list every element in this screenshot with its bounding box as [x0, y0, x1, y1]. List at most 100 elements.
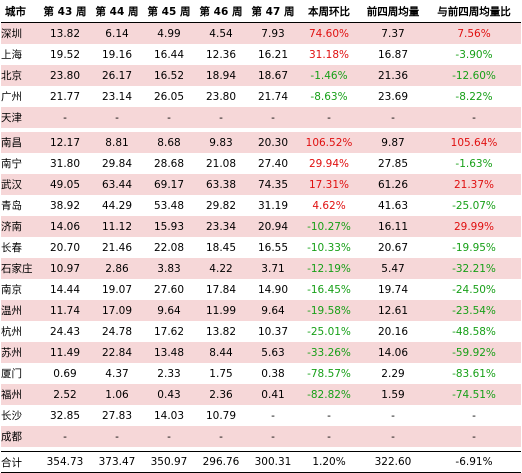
week-47-cell: -: [247, 107, 299, 128]
week-45-cell: 2.33: [157, 367, 181, 380]
city-cell: 杭州: [1, 326, 22, 338]
week-47-cell: 16.21: [257, 48, 289, 61]
week-45-cell: 69.17: [143, 174, 195, 195]
week-43-cell: 20.70: [49, 241, 81, 254]
week-43-cell: -: [39, 426, 91, 447]
week-44-cell: 23.14: [101, 90, 133, 103]
week-43-cell: 49.05: [39, 174, 91, 195]
week-47-cell: 7.93: [247, 22, 299, 44]
header-four-week-average: 前四周均量: [359, 0, 427, 23]
city-cell: 天津: [1, 107, 39, 128]
week-47-cell: 31.19: [257, 199, 289, 212]
week-44-cell: 22.84: [91, 342, 143, 363]
table-row: 福州 2.52 1.06 0.43 2.36 0.41 -82.82% 1.59 -74.51%: [1, 384, 521, 405]
week-45-cell: 8.68: [143, 132, 195, 153]
week-over-week-cell: 74.60%: [299, 22, 359, 44]
vs-four-week-average-cell: -48.58%: [452, 325, 496, 338]
week-43-cell: 13.82: [39, 22, 91, 44]
city-cell: 长沙: [1, 410, 22, 422]
vs-four-week-average-cell: 105.64%: [427, 132, 521, 153]
city-cell: 福州: [1, 384, 39, 405]
week-46-cell: 11.99: [195, 300, 247, 321]
week-47-cell: 18.67: [247, 65, 299, 86]
city-cell: 南宁: [1, 158, 22, 170]
city-cell: 南昌: [1, 132, 39, 153]
week-45-cell: 4.99: [143, 22, 195, 44]
header-week-over-week: 本周环比: [299, 0, 359, 23]
week-over-week-cell: -78.57%: [307, 367, 351, 380]
table-row: 厦门 0.69 4.37 2.33 1.75 0.38 -78.57% 2.29 -83.61%: [1, 363, 521, 384]
week-44-cell: 11.12: [91, 216, 143, 237]
vs-four-week-average-cell: -24.50%: [452, 283, 496, 296]
four-week-average-cell: 5.47: [359, 258, 427, 279]
week-over-week-cell: -16.45%: [307, 283, 351, 296]
week-44-cell: 44.29: [101, 199, 133, 212]
week-44-cell: 4.37: [105, 367, 129, 380]
week-45-cell: 14.03: [153, 409, 185, 422]
vs-four-week-average-cell: -8.22%: [455, 90, 493, 103]
week-45-cell: 9.64: [143, 300, 195, 321]
week-over-week-cell: -: [299, 426, 359, 447]
week-45-cell: 17.62: [153, 325, 185, 338]
week-46-cell: 8.44: [195, 342, 247, 363]
four-week-average-cell: 20.67: [377, 241, 409, 254]
header-vs-four-week-average: 与前四周均量比: [427, 0, 521, 23]
table-row: 济南 14.06 11.12 15.93 23.34 20.94 -10.27% 16.11 2…: [1, 216, 521, 237]
week-44-cell: -: [91, 426, 143, 447]
week-43-cell: 11.49: [39, 342, 91, 363]
four-week-average-cell: 7.37: [359, 22, 427, 44]
vs-four-week-average-cell: 29.99%: [427, 216, 521, 237]
week-44-cell: 19.07: [101, 283, 133, 296]
table-row: 苏州 11.49 22.84 13.48 8.44 5.63 -33.26% 14.06 -59…: [1, 342, 521, 363]
vs-four-week-average-cell: -74.51%: [427, 384, 521, 405]
table-row: 天津 - - - - - - - -: [1, 107, 521, 128]
table-row: 南宁 31.80 29.84 28.68 21.08 27.40 29.94% 27.85 -1…: [1, 153, 521, 174]
week-44-cell: 21.46: [101, 241, 133, 254]
vs-four-week-average-cell: -23.54%: [427, 300, 521, 321]
table-row: 长沙 32.85 27.83 14.03 10.79 - - - -: [1, 405, 521, 426]
week-45-cell: -: [143, 107, 195, 128]
vs-four-week-average-cell: -32.21%: [427, 258, 521, 279]
total-week-46: 296.76: [195, 451, 247, 473]
week-47-cell: 21.74: [257, 90, 289, 103]
week-43-cell: 12.17: [39, 132, 91, 153]
week-46-cell: 4.22: [195, 258, 247, 279]
city-cell: 广州: [1, 91, 22, 103]
city-cell: 石家庄: [1, 258, 39, 279]
week-46-cell: 63.38: [195, 174, 247, 195]
week-46-cell: 21.08: [205, 157, 237, 170]
four-week-average-cell: -: [359, 107, 427, 128]
week-43-cell: 31.80: [49, 157, 81, 170]
table-row: 成都 - - - - - - - -: [1, 426, 521, 447]
week-44-cell: 19.16: [101, 48, 133, 61]
week-46-cell: 2.36: [195, 384, 247, 405]
week-over-week-cell: -12.19%: [299, 258, 359, 279]
vs-four-week-average-cell: -3.90%: [455, 48, 493, 61]
week-47-cell: 74.35: [247, 174, 299, 195]
week-44-cell: 26.17: [91, 65, 143, 86]
total-week-47: 300.31: [247, 451, 299, 473]
header-week-43: 第 43 周: [39, 0, 91, 23]
week-43-cell: 0.69: [53, 367, 77, 380]
four-week-average-cell: 14.06: [359, 342, 427, 363]
week-46-cell: -: [195, 107, 247, 128]
week-47-cell: 10.37: [257, 325, 289, 338]
total-row: 合计 354.73 373.47 350.97 296.76 300.31 1.…: [1, 451, 521, 473]
week-44-cell: 27.83: [101, 409, 133, 422]
week-47-cell: 3.71: [247, 258, 299, 279]
week-45-cell: 28.68: [153, 157, 185, 170]
week-44-cell: 2.86: [91, 258, 143, 279]
vs-four-week-average-cell: -: [472, 409, 476, 422]
week-47-cell: 5.63: [247, 342, 299, 363]
table-row: 广州 21.77 23.14 26.05 23.80 21.74 -8.63% 23.69 -8…: [1, 86, 521, 107]
week-43-cell: 10.97: [39, 258, 91, 279]
total-week-over-week: 1.20%: [299, 451, 359, 473]
week-47-cell: 9.64: [247, 300, 299, 321]
week-46-cell: 12.36: [205, 48, 237, 61]
vs-four-week-average-cell: -19.95%: [452, 241, 496, 254]
week-over-week-cell: -: [327, 409, 331, 422]
city-cell: 苏州: [1, 342, 39, 363]
four-week-average-cell: -: [359, 426, 427, 447]
vs-four-week-average-cell: -59.92%: [427, 342, 521, 363]
